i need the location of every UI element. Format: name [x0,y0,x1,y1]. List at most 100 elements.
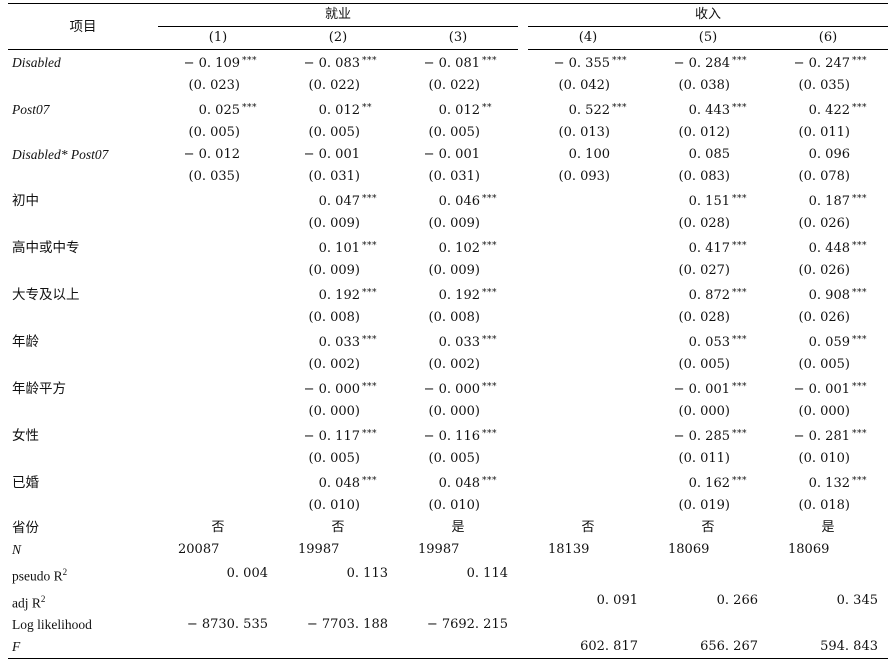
coef-cell [528,188,648,213]
coef-row: Post07 0. 025 *** 0. 012 ** 0. 012 ** 0. 522 ***… [8,97,888,122]
stat-label: pseudo R2 [8,561,158,588]
standard-error: (0. 042) [558,78,611,93]
se-cell: (0. 013) [528,122,648,144]
significance-stars: *** [852,476,867,486]
coef-cell: 0. 033 *** [278,329,398,354]
coef-cell: 0. 012 ** [278,97,398,122]
coef-cell: 0. 187 *** [768,188,888,213]
stat-label-text: pseudo R [12,568,63,584]
se-cell: (0. 005) [648,354,768,376]
standard-error: (0. 005) [678,357,731,372]
se-cell: (0. 038) [648,75,768,97]
se-cell: (0. 012) [648,122,768,144]
coef-value: 0. 448 [808,241,850,256]
standard-error: (0. 028) [678,216,731,231]
significance-stars: *** [732,335,747,345]
coef-cell [158,329,278,354]
standard-error: (0. 005) [428,125,481,140]
coef-row: Disabled − 0. 109 *** − 0. 083 *** − 0. 081 **… [8,50,888,76]
coef-cell: 0. 096 [768,144,888,166]
significance-stars: *** [482,429,497,439]
coef-cell: 0. 101 *** [278,235,398,260]
coef-cell: 0. 132 *** [768,470,888,495]
standard-error: (0. 000) [798,404,851,419]
coef-cell [528,470,648,495]
stat-value: − 7692. 215 [398,614,518,636]
se-row: (0. 010) (0. 010) (0. 019) (0. 018) [8,495,888,517]
coef-value: 0. 033 [318,335,360,350]
stat-number: 0. 266 [716,592,758,608]
coef-cell: − 0. 001 [398,144,518,166]
coef-row: 初中 0. 047 *** 0. 046 *** 0. 151 *** 0. 187 *** [8,188,888,213]
standard-error: (0. 026) [798,310,851,325]
stat-value: − 7703. 188 [278,614,398,636]
se-cell [158,401,278,423]
standard-error: (0. 028) [678,310,731,325]
coef-row: Disabled* Post07 − 0. 012 − 0. 001 − 0. 001… [8,144,888,166]
standard-error: (0. 005) [428,451,481,466]
stat-value [278,588,398,615]
coef-cell: 0. 102 *** [398,235,518,260]
coef-cell: − 0. 355 *** [528,50,648,76]
standard-error: (0. 013) [558,125,611,140]
coef-value: − 0. 081 [423,56,480,71]
se-cell: (0. 009) [398,213,518,235]
coef-value: − 0. 116 [423,429,480,444]
significance-stars: *** [852,429,867,439]
se-cell: (0. 028) [648,307,768,329]
coef-cell: 0. 151 *** [648,188,768,213]
column-header: (3) [398,26,518,50]
se-cell: (0. 009) [278,260,398,282]
stat-value: 否 [581,520,595,535]
significance-stars: *** [852,194,867,204]
stat-value: 是 [821,520,835,535]
coef-cell: 0. 100 [528,144,648,166]
se-cell: (0. 093) [528,166,648,188]
significance-stars: *** [362,194,377,204]
se-cell [528,401,648,423]
stat-value: 18139 [548,542,590,557]
significance-stars: *** [482,194,497,204]
se-cell [528,260,648,282]
stat-value [528,561,648,588]
stat-value [278,636,398,659]
stat-value [528,614,648,636]
coef-cell: 0. 012 ** [398,97,518,122]
significance-stars: *** [732,476,747,486]
significance-stars: *** [732,103,747,113]
coef-cell: 0. 048 *** [398,470,518,495]
se-cell: (0. 026) [768,307,888,329]
coef-value: 0. 187 [808,194,850,209]
standard-error: (0. 010) [428,498,481,513]
coef-value: 0. 192 [438,288,480,303]
se-cell: (0. 005) [398,448,518,470]
coef-cell: 0. 192 *** [398,282,518,307]
variable-label: 年龄 [12,333,39,349]
standard-error: (0. 022) [308,78,361,93]
se-cell [158,448,278,470]
standard-error: (0. 022) [428,78,481,93]
standard-error: (0. 009) [428,216,481,231]
coef-cell: 0. 059 *** [768,329,888,354]
regression-table: 项目 就业 收入 (1) (2) (3) (4) (5) (6) Disable… [8,3,888,659]
se-cell [158,213,278,235]
standard-error: (0. 093) [558,169,611,184]
coef-cell [158,470,278,495]
coef-value: − 0. 000 [303,382,360,397]
standard-error: (0. 002) [308,357,361,372]
coef-row: 高中或中专 0. 101 *** 0. 102 *** 0. 417 *** 0. 448 **… [8,235,888,260]
standard-error: (0. 083) [678,169,731,184]
variable-label: Disabled* Post07 [12,147,109,162]
significance-stars: *** [482,476,497,486]
coef-cell: 0. 417 *** [648,235,768,260]
coef-cell: 0. 085 [648,144,768,166]
significance-stars: ** [482,103,492,113]
se-cell: (0. 000) [648,401,768,423]
stat-number: 594. 843 [820,639,878,654]
coef-value: − 0. 012 [183,147,240,162]
significance-stars: *** [852,56,867,66]
stat-number: 0. 113 [346,566,388,582]
se-cell: (0. 026) [768,260,888,282]
coef-cell: 0. 448 *** [768,235,888,260]
coef-cell [528,282,648,307]
